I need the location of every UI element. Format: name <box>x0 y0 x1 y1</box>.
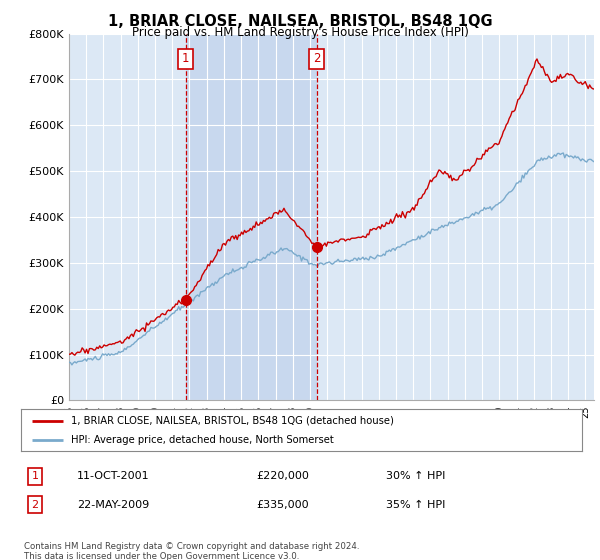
Text: 22-MAY-2009: 22-MAY-2009 <box>77 500 149 510</box>
Text: HPI: Average price, detached house, North Somerset: HPI: Average price, detached house, Nort… <box>71 435 334 445</box>
Text: 11-OCT-2001: 11-OCT-2001 <box>77 472 150 482</box>
Text: 1, BRIAR CLOSE, NAILSEA, BRISTOL, BS48 1QG: 1, BRIAR CLOSE, NAILSEA, BRISTOL, BS48 1… <box>107 14 493 29</box>
Text: 30% ↑ HPI: 30% ↑ HPI <box>386 472 445 482</box>
Text: Price paid vs. HM Land Registry's House Price Index (HPI): Price paid vs. HM Land Registry's House … <box>131 26 469 39</box>
Text: 35% ↑ HPI: 35% ↑ HPI <box>386 500 445 510</box>
Text: 1, BRIAR CLOSE, NAILSEA, BRISTOL, BS48 1QG (detached house): 1, BRIAR CLOSE, NAILSEA, BRISTOL, BS48 1… <box>71 416 394 426</box>
Text: Contains HM Land Registry data © Crown copyright and database right 2024.
This d: Contains HM Land Registry data © Crown c… <box>24 542 359 560</box>
Bar <box>186 34 317 400</box>
Text: 1: 1 <box>182 52 190 66</box>
Text: 1: 1 <box>32 472 38 482</box>
Text: £335,000: £335,000 <box>257 500 309 510</box>
Text: 2: 2 <box>313 52 320 66</box>
Text: 2: 2 <box>31 500 38 510</box>
Text: £220,000: £220,000 <box>257 472 310 482</box>
